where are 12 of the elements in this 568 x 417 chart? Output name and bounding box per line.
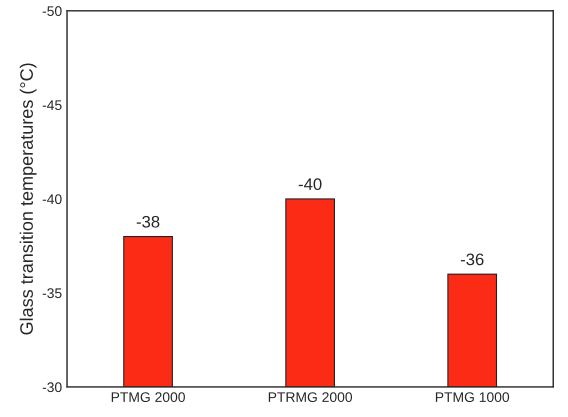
data-label: -40 bbox=[298, 178, 322, 190]
y-tick-label: -30 bbox=[42, 382, 62, 392]
data-label: -38 bbox=[136, 216, 160, 228]
x-tick-label: PTMG 2000 bbox=[112, 392, 185, 402]
y-tick-label: -50 bbox=[42, 6, 62, 16]
y-tick-label: -40 bbox=[42, 194, 62, 204]
y-tick-label: -35 bbox=[42, 288, 62, 298]
x-tick-label: PTRMG 2000 bbox=[268, 392, 352, 402]
x-tick-label: PTMG 1000 bbox=[436, 392, 510, 402]
y-tick-label: -45 bbox=[42, 100, 62, 110]
y-axis-title: Glass transition temperatures (°C) bbox=[20, 63, 37, 335]
data-label: -36 bbox=[460, 253, 484, 266]
